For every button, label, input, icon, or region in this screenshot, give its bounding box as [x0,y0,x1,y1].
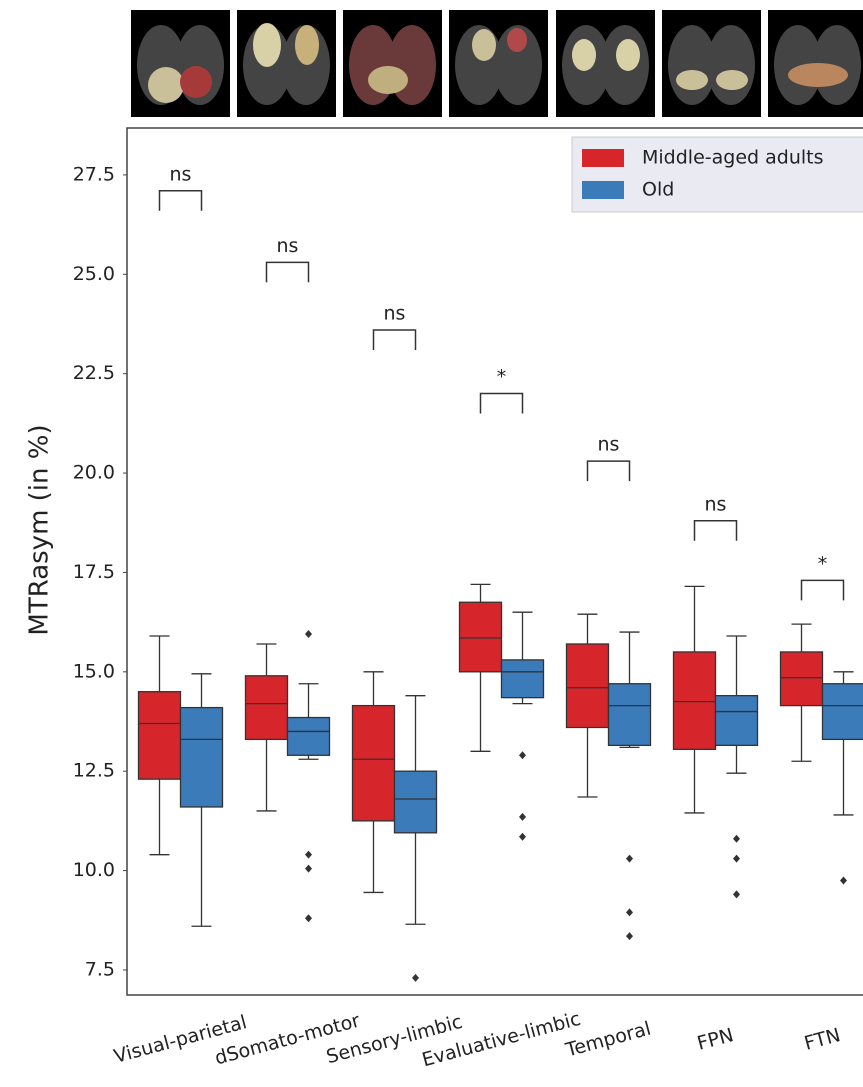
outlier [305,850,312,859]
box [821,683,863,741]
box [714,695,759,747]
y-tick-label: 27.5 [73,163,115,185]
significance-bracket [479,392,524,414]
significance-bracket [372,329,417,350]
outlier [840,876,847,885]
outlier [519,751,526,760]
y-axis-label: MTRasym (in %) [25,424,55,635]
box [351,704,396,822]
significance-bracket [800,579,845,601]
outlier [412,973,419,982]
significance-bracket [158,190,203,211]
y-tick-label: 20.0 [73,462,115,484]
outlier [305,864,312,873]
y-tick-label: 22.5 [73,362,115,384]
outlier [733,854,740,863]
significance-label: * [818,553,828,575]
outlier [626,908,633,917]
legend-swatch [582,181,624,199]
y-tick-label: 10.0 [73,859,115,881]
significance-label: * [497,366,507,388]
legend-label: Old [642,179,674,201]
outlier [305,914,312,923]
outlier [733,890,740,899]
box [500,659,545,699]
significance-bracket [265,261,310,283]
outlier [519,832,526,841]
box [393,770,438,834]
y-tick-label: 7.5 [85,958,115,980]
x-tick-label: FTN [802,1024,843,1055]
significance-label: ns [277,235,299,257]
box [179,706,224,808]
significance-label: ns [705,493,727,515]
y-tick-label: 12.5 [73,760,115,782]
y-tick-label: 17.5 [73,561,115,583]
outlier [626,854,633,863]
legend-label: Middle-aged adults [642,147,823,169]
box [286,716,331,756]
box [779,651,824,707]
significance-label: ns [598,434,620,456]
outlier [733,834,740,843]
plot-frame [126,127,863,996]
outlier [305,630,312,639]
box [137,691,182,780]
box [565,643,610,729]
x-tick-label: FPN [695,1024,736,1055]
box [672,651,717,750]
y-tick-label: 15.0 [73,660,115,682]
significance-bracket [693,520,738,541]
box [244,675,289,741]
outlier [626,932,633,941]
box [607,683,652,747]
box [458,601,503,673]
significance-bracket [586,460,631,482]
significance-label: ns [384,302,406,324]
brain-images [131,10,863,117]
legend-swatch [582,149,624,167]
y-tick-label: 25.0 [73,263,115,285]
outlier [519,812,526,821]
significance-label: ns [170,163,192,185]
